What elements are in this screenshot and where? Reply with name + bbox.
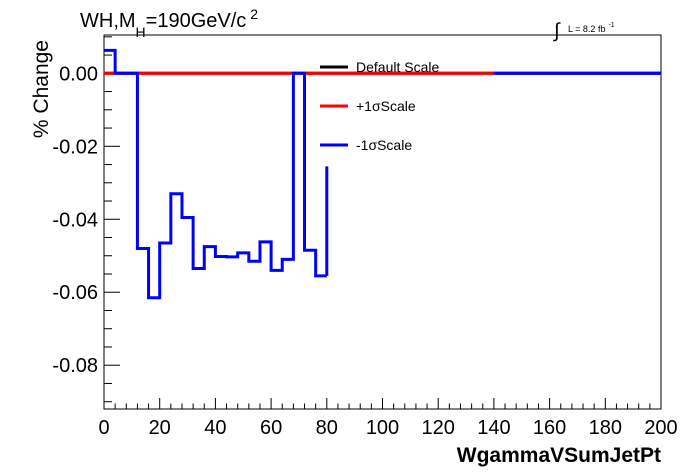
plot-axes: 0 20 40 60 80 100 120 140 160 180 200 0.00 -0.02 -0.0…: [52, 34, 678, 439]
chart-title-superscript: 2: [250, 6, 258, 22]
x-tick-label: 80: [316, 417, 338, 439]
chart-title-subscript: H: [136, 24, 146, 40]
series--1-scale: [104, 48, 661, 300]
x-tick-label: 120: [422, 417, 455, 439]
x-tick-label: 60: [260, 417, 282, 439]
lumi-label-superscript: -1: [608, 22, 614, 29]
y-tick-label: -0.08: [52, 355, 98, 377]
series-line--1-scale: [104, 48, 661, 300]
x-tick-label: 40: [204, 417, 226, 439]
y-tick-label: -0.02: [52, 136, 98, 158]
lumi-label-text: L = 8.2 fb: [568, 24, 605, 34]
plot-frame: [103, 34, 662, 410]
x-tick-label: 20: [149, 417, 171, 439]
y-tick-label: 0.00: [59, 63, 98, 85]
y-tick-label: -0.04: [52, 209, 98, 231]
x-tick-label: 0: [98, 417, 109, 439]
x-axis-label: WgammaVSumJetPt: [457, 444, 661, 467]
series-layer: [104, 48, 661, 300]
chart-title-prefix: WH,M: [80, 10, 136, 32]
x-tick-label: 140: [477, 417, 510, 439]
legend-label-minus-1sigma-scale: -1σScale: [356, 137, 412, 153]
legend-label-plus-1sigma-scale: +1σScale: [356, 98, 416, 114]
legend-label-default-scale: Default Scale: [356, 59, 439, 75]
y-tick-label: -0.06: [52, 282, 98, 304]
y-axis-label: % Change: [30, 40, 53, 138]
lumi-label: L = 8.2 fb -1: [568, 22, 615, 34]
chart-title: WH,MH=190GeV/c 2: [80, 6, 258, 40]
chart-title-middle: =190GeV/c: [146, 10, 247, 32]
x-tick-label: 100: [366, 417, 399, 439]
x-tick-label: 200: [644, 417, 677, 439]
legend: Default Scale +1σScale -1σScale: [320, 59, 439, 153]
lumi-integral-sign: ∫: [553, 20, 561, 42]
x-tick-label: 180: [589, 417, 622, 439]
x-tick-label: 160: [533, 417, 566, 439]
